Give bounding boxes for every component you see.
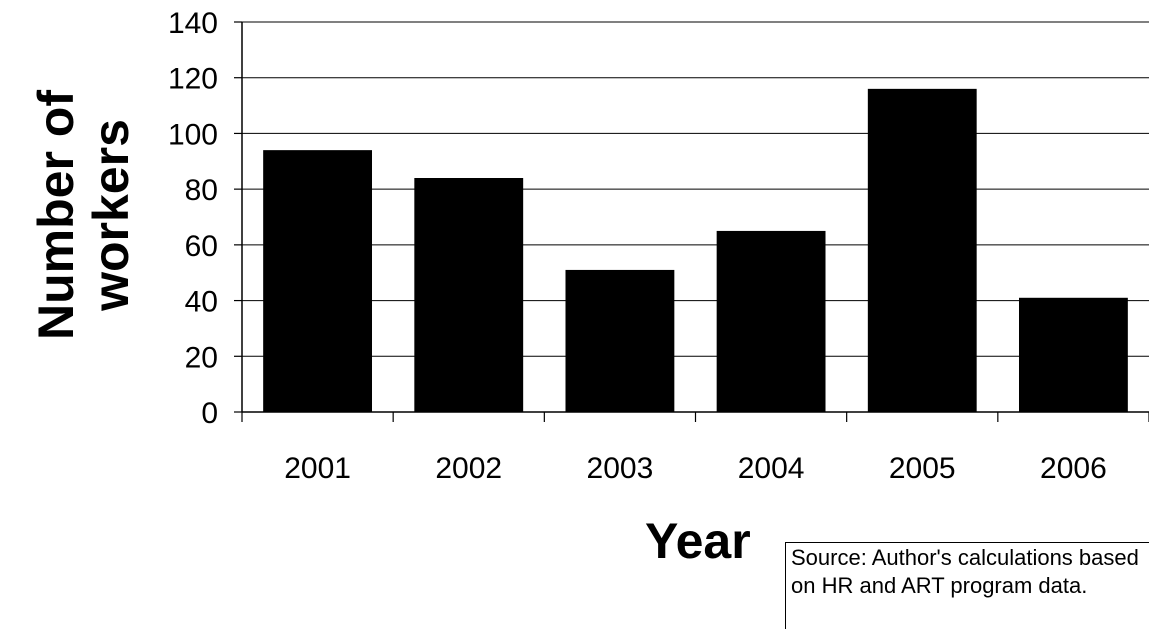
bar-2002	[414, 178, 524, 412]
y-tick-label: 100	[168, 118, 218, 151]
x-tick-label: 2002	[435, 452, 502, 485]
y-tick-label: 80	[185, 174, 218, 207]
bar-2003	[565, 269, 675, 412]
x-axis-title: Year	[645, 513, 751, 569]
x-tick-labels: 2001 2002 2003 2004 2005 2006	[284, 452, 1107, 485]
gridlines	[242, 21, 1149, 357]
x-tick-label: 2006	[1040, 452, 1107, 485]
y-tick-label: 120	[168, 63, 218, 96]
bar-2004	[716, 230, 826, 412]
y-tick-label: 140	[168, 7, 218, 40]
x-tick-label: 2003	[587, 452, 654, 485]
y-axis-title-text: Number of workers	[28, 90, 139, 340]
source-note: Source: Author's calculations based on H…	[785, 542, 1149, 629]
y-tick-labels: 0 20 40 60 80 100 120 140	[168, 7, 218, 430]
x-tick-label: 2005	[889, 452, 956, 485]
bars	[263, 88, 1128, 412]
bar-2005	[867, 88, 977, 412]
y-tick-label: 20	[185, 341, 218, 374]
bar-2006	[1018, 297, 1128, 412]
bar-2001	[263, 150, 373, 412]
y-tick-label: 40	[185, 286, 218, 319]
x-tick-label: 2004	[738, 452, 805, 485]
y-tick-label: 0	[201, 397, 218, 430]
y-tick-label: 60	[185, 230, 218, 263]
y-axis-title-container: Number of workers	[0, 0, 170, 430]
y-axis-title: Number of workers	[28, 85, 139, 345]
axes	[234, 21, 1149, 422]
x-tick-label: 2001	[284, 452, 351, 485]
